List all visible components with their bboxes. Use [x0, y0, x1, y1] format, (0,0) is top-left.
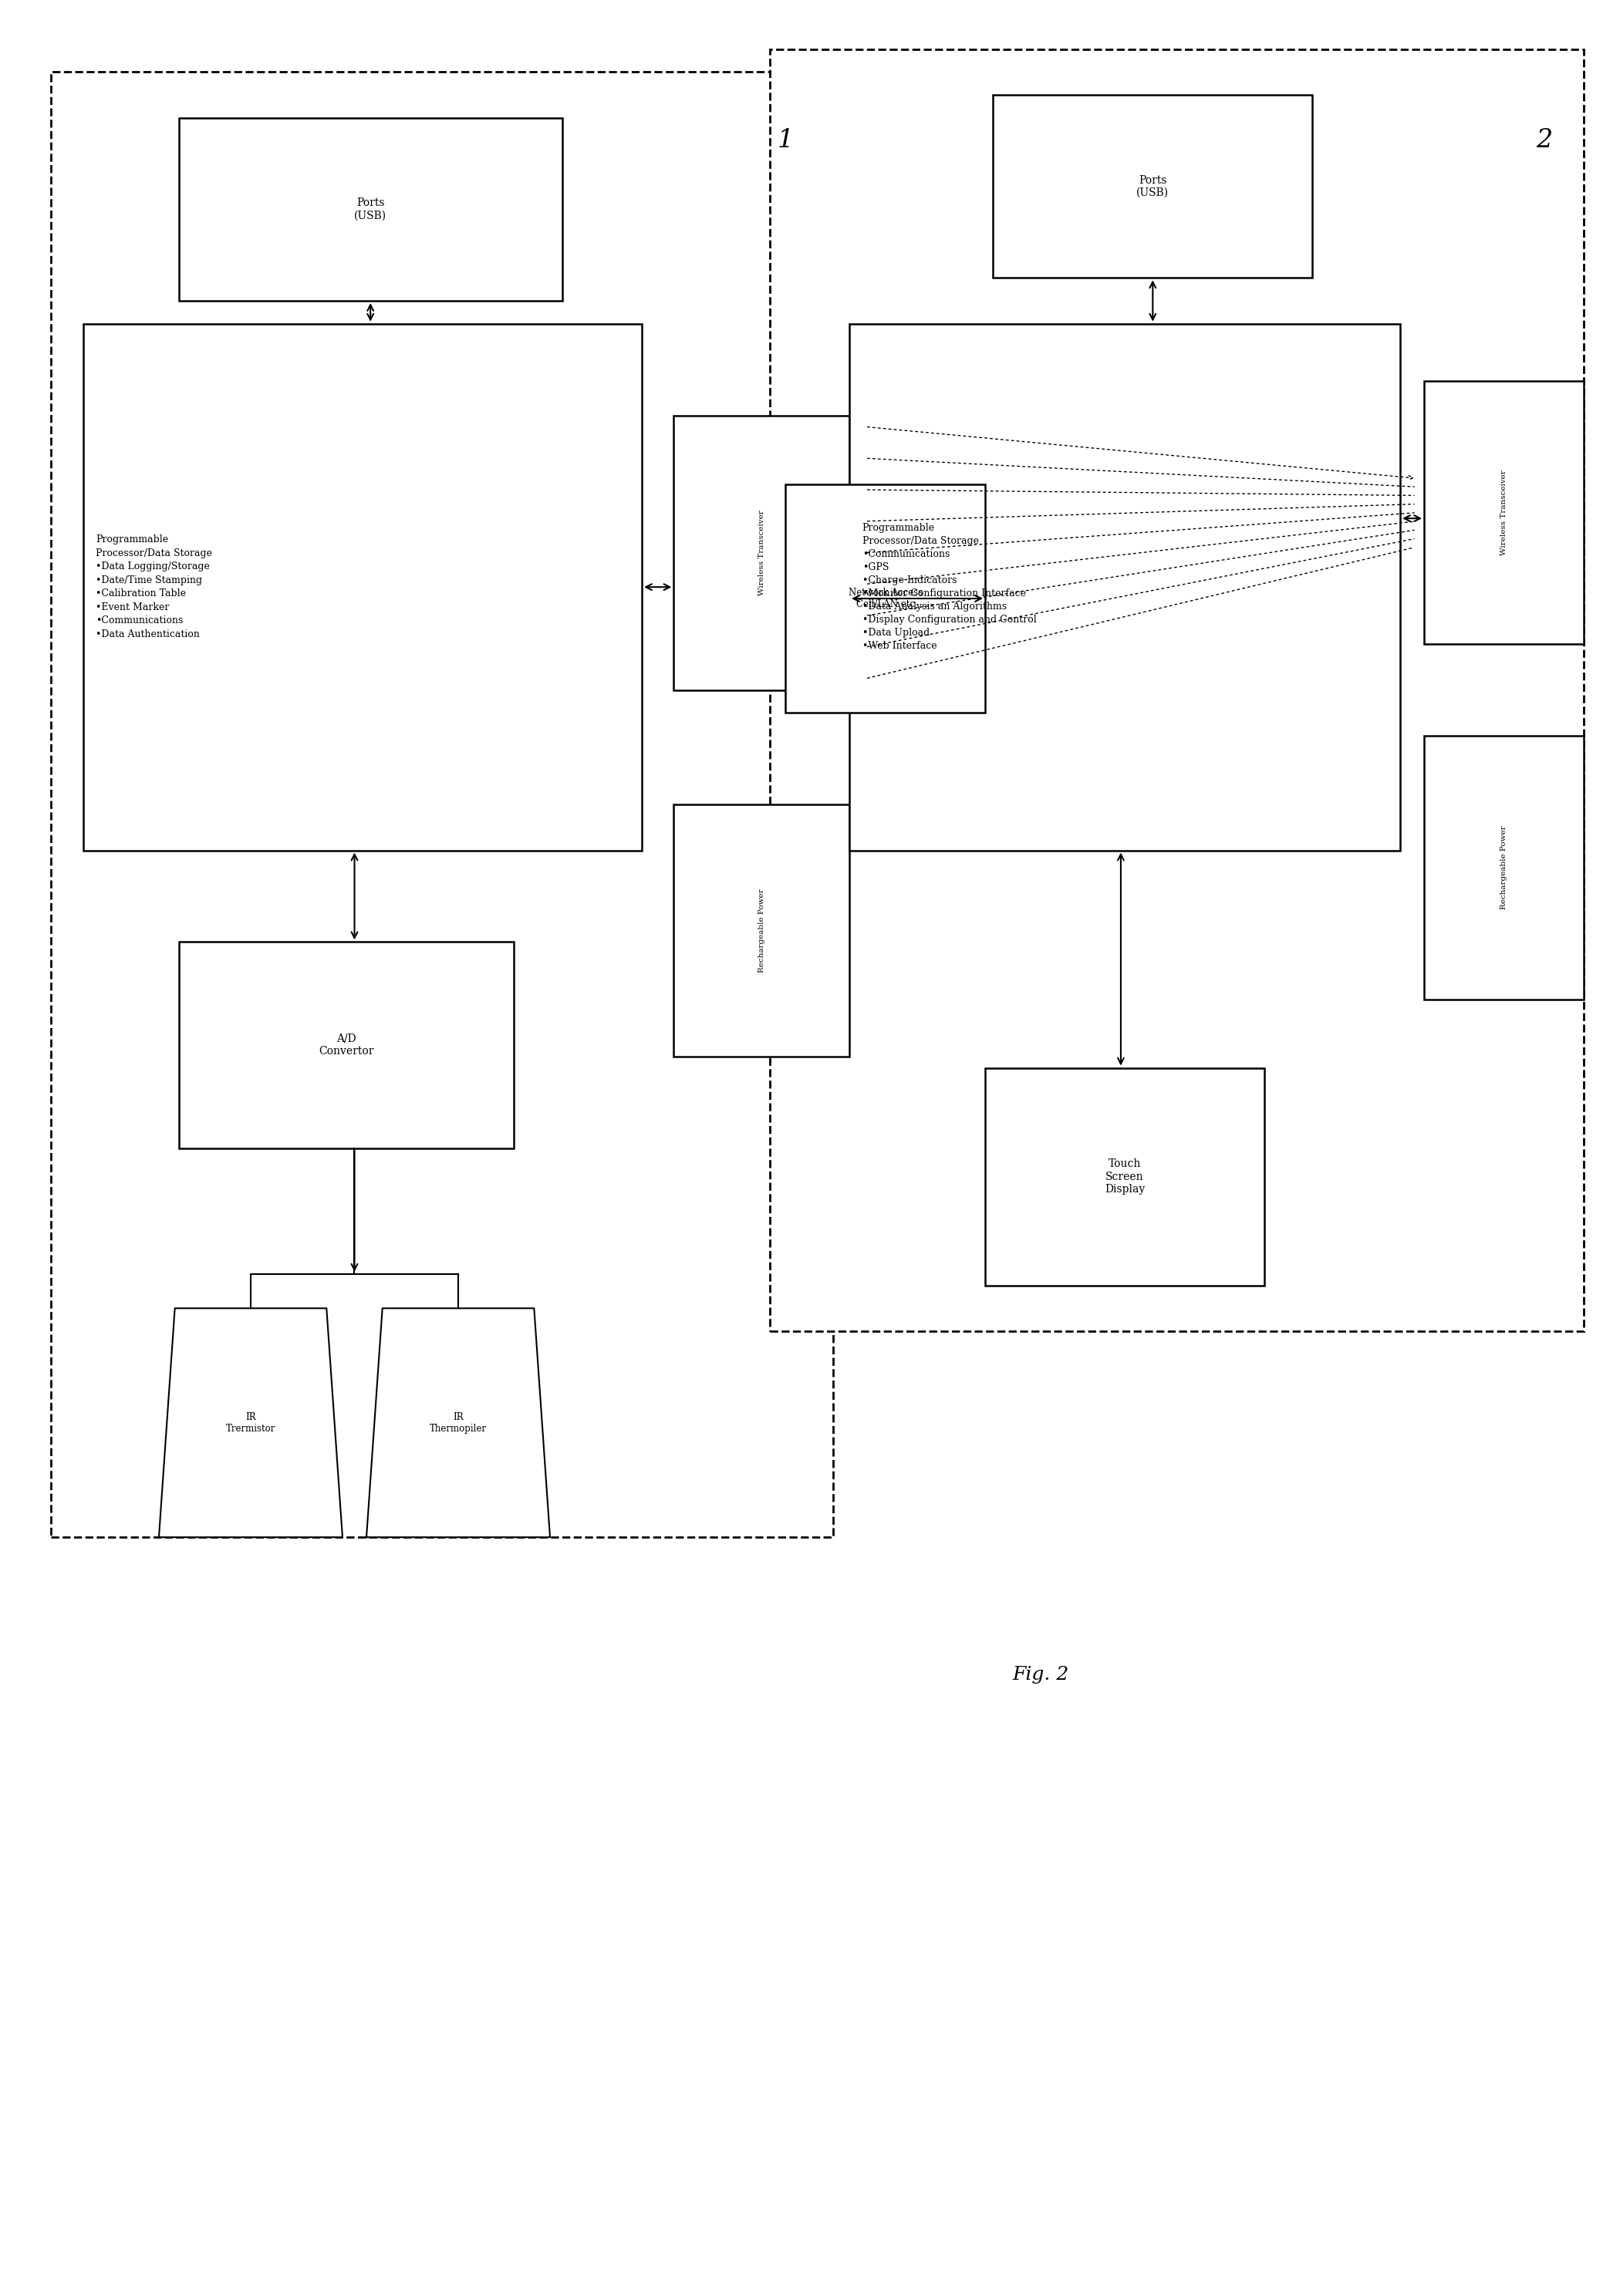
Bar	[51, 71, 834, 1538]
Text: Programmable
Processor/Data Storage
•Communications
•GPS
•Charge Indicators
•Mon: Programmable Processor/Data Storage •Com…	[862, 523, 1036, 652]
Text: Rechargeable Power: Rechargeable Power	[1500, 827, 1507, 909]
Text: IR
Trermistor: IR Trermistor	[226, 1412, 276, 1433]
Text: Wireless Transceiver: Wireless Transceiver	[1500, 471, 1507, 556]
Bar	[850, 324, 1399, 850]
Text: Ports
(USB): Ports (USB)	[354, 197, 386, 220]
Bar	[1423, 737, 1584, 999]
Bar	[673, 416, 850, 691]
Text: 2: 2	[1536, 129, 1552, 154]
Polygon shape	[159, 1309, 343, 1538]
Text: Touch
Screen
Display: Touch Screen Display	[1104, 1159, 1145, 1194]
Bar	[673, 804, 850, 1056]
Bar	[994, 94, 1313, 278]
Bar	[180, 117, 563, 301]
Text: A/D
Convertor: A/D Convertor	[319, 1033, 373, 1056]
Bar	[1423, 381, 1584, 645]
Bar	[83, 324, 641, 850]
Text: 1: 1	[777, 129, 793, 154]
Bar	[785, 484, 986, 714]
Text: Fig. 2: Fig. 2	[1013, 1665, 1069, 1683]
Text: Wireless Transceiver: Wireless Transceiver	[758, 510, 765, 595]
Text: Ports
(USB): Ports (USB)	[1137, 174, 1169, 197]
Text: Network Access
Cell/LAN etc: Network Access Cell/LAN etc	[848, 588, 922, 608]
Bar	[180, 941, 515, 1148]
Text: IR
Thermopiler: IR Thermopiler	[430, 1412, 487, 1433]
Text: Rechargeable Power: Rechargeable Power	[758, 889, 765, 974]
Text: Programmable
Processor/Data Storage
•Data Logging/Storage
•Date/Time Stamping
•C: Programmable Processor/Data Storage •Dat…	[96, 535, 212, 638]
Polygon shape	[367, 1309, 550, 1538]
Bar	[769, 48, 1584, 1332]
Bar	[986, 1068, 1265, 1286]
